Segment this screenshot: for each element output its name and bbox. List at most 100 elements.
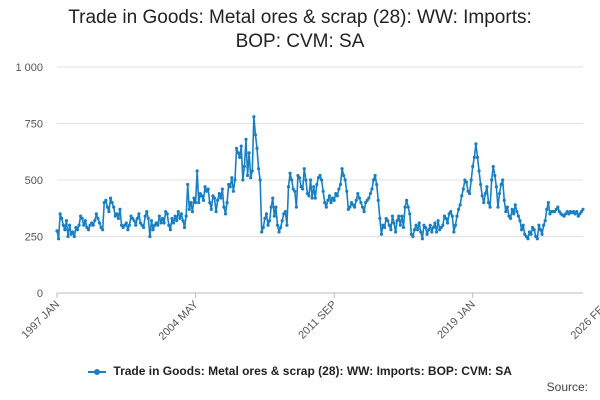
- data-point: [162, 221, 166, 225]
- data-point: [178, 216, 182, 221]
- data-point: [214, 210, 218, 214]
- data-point: [334, 191, 338, 196]
- data-point: [132, 219, 136, 223]
- data-point: [449, 210, 453, 214]
- data-point: [149, 219, 154, 223]
- data-point: [354, 198, 358, 202]
- data-point: [130, 216, 135, 221]
- data-point: [575, 210, 579, 214]
- data-point: [472, 155, 476, 159]
- data-point: [82, 223, 86, 227]
- data-point: [445, 221, 450, 225]
- data-point: [203, 185, 207, 189]
- data-point: [159, 221, 163, 225]
- data-point: [515, 210, 519, 214]
- data-point: [201, 198, 206, 202]
- data-point: [427, 228, 431, 232]
- data-point: [483, 191, 487, 196]
- data-point: [516, 214, 521, 218]
- data-point: [401, 225, 406, 230]
- data-point: [337, 187, 341, 191]
- data-point: [93, 219, 97, 223]
- data-point: [107, 210, 111, 214]
- data-point: [527, 230, 532, 234]
- data-point: [271, 196, 275, 200]
- data-point: [573, 212, 577, 216]
- data-point: [151, 228, 155, 232]
- data-point: [319, 178, 324, 182]
- data-point: [288, 171, 292, 175]
- data-point: [474, 142, 478, 146]
- data-point: [85, 225, 89, 230]
- data-point: [134, 223, 138, 227]
- data-point: [365, 198, 369, 202]
- data-point: [277, 230, 281, 234]
- data-point: [164, 210, 168, 214]
- data-point: [86, 228, 91, 232]
- data-point: [546, 201, 550, 205]
- data-point: [216, 198, 220, 202]
- data-point: [167, 223, 171, 227]
- data-point: [138, 221, 143, 225]
- data-point: [304, 178, 308, 182]
- data-point: [190, 210, 195, 214]
- data-point: [411, 234, 415, 239]
- data-point: [118, 207, 122, 211]
- data-point: [168, 228, 172, 232]
- data-point: [56, 237, 61, 241]
- data-point: [460, 194, 464, 198]
- data-point: [398, 223, 402, 227]
- data-point: [417, 221, 421, 225]
- data-point: [75, 228, 80, 232]
- data-point: [105, 205, 109, 209]
- data-point: [88, 223, 92, 227]
- data-point: [269, 205, 273, 209]
- data-point: [343, 178, 347, 182]
- data-point: [230, 176, 234, 180]
- data-point: [79, 214, 83, 218]
- data-point: [91, 223, 95, 227]
- legend[interactable]: Trade in Goods: Metal ores & scrap (28):…: [0, 364, 600, 378]
- x-tick-label: 2011 SEP: [296, 299, 339, 342]
- data-point: [405, 198, 409, 202]
- x-tick-label: 2019 JAN: [435, 299, 478, 342]
- data-point: [518, 219, 522, 223]
- data-point: [342, 173, 346, 178]
- data-point: [200, 194, 204, 198]
- data-point: [529, 232, 533, 236]
- data-point: [393, 230, 398, 234]
- data-point: [490, 178, 494, 182]
- data-point: [261, 225, 265, 230]
- data-point: [458, 203, 462, 207]
- data-point: [286, 185, 291, 189]
- data-point: [335, 194, 339, 198]
- data-point: [375, 182, 379, 187]
- data-point: [260, 230, 264, 234]
- data-point: [186, 182, 190, 187]
- data-point: [507, 214, 511, 218]
- data-point: [461, 187, 465, 191]
- data-point: [469, 178, 473, 182]
- data-point: [242, 164, 247, 169]
- data-point: [272, 214, 276, 218]
- data-point: [282, 212, 286, 216]
- data-point: [557, 210, 561, 214]
- data-point: [384, 216, 388, 221]
- data-point: [74, 225, 78, 230]
- data-point: [406, 205, 410, 209]
- data-point: [436, 219, 440, 223]
- data-point: [494, 185, 498, 189]
- data-point: [378, 216, 382, 221]
- data-point: [464, 180, 469, 184]
- data-point: [356, 191, 360, 196]
- data-point: [119, 223, 124, 227]
- data-point: [502, 198, 506, 202]
- data-point: [220, 187, 224, 191]
- data-point: [562, 214, 566, 218]
- data-point: [258, 178, 262, 182]
- data-point: [123, 223, 127, 227]
- data-point: [61, 223, 65, 227]
- data-point: [535, 237, 539, 241]
- data-point: [241, 178, 245, 182]
